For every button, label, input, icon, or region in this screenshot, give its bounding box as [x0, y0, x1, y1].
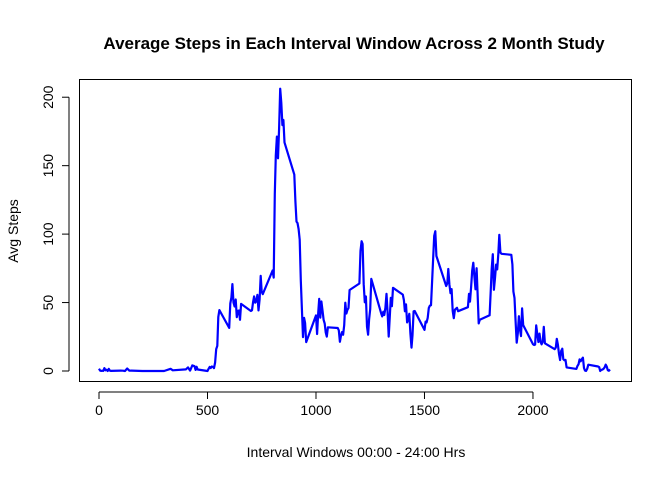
y-tick-label: 150 — [40, 154, 56, 178]
y-axis: 0 50 100 150 200 — [40, 85, 70, 375]
y-axis-label: Avg Steps — [5, 199, 21, 263]
y-tick-label: 0 — [40, 367, 56, 375]
chart-title: Average Steps in Each Interval Window Ac… — [103, 34, 605, 53]
plot-box — [79, 79, 632, 382]
series-line-avg-steps — [98, 87, 611, 373]
y-tick-label: 200 — [40, 85, 56, 109]
x-tick-label: 0 — [95, 402, 103, 418]
x-axis-label: Interval Windows 00:00 - 24:00 Hrs — [247, 444, 466, 460]
x-tick-label: 1500 — [409, 402, 440, 418]
x-tick-label: 500 — [196, 402, 220, 418]
x-tick-label: 1000 — [300, 402, 331, 418]
y-tick-label: 100 — [40, 222, 56, 246]
x-axis: 0 500 1000 1500 2000 — [95, 391, 549, 418]
y-tick-label: 50 — [40, 295, 56, 311]
x-tick-label: 2000 — [517, 402, 548, 418]
